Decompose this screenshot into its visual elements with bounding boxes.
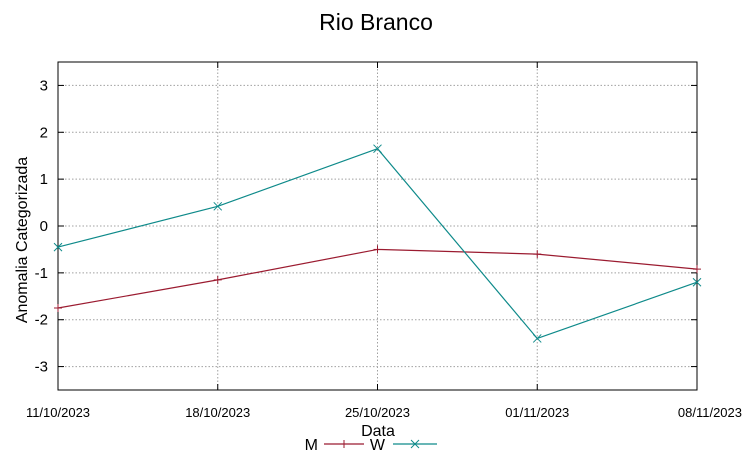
legend-entry-m: M (305, 437, 364, 454)
data-point (533, 250, 542, 259)
data-point (373, 245, 382, 254)
legend-label: M (305, 437, 318, 454)
legend-entry-w: W (370, 437, 437, 454)
series-layer (53, 144, 702, 343)
cross-marker (373, 144, 382, 154)
x-tick-label: 11/10/2023 (26, 405, 90, 420)
y-tick-label: -3 (35, 359, 48, 376)
grid-lines (58, 62, 697, 390)
y-tick-label: -1 (35, 265, 48, 282)
series-line-w (57, 147, 698, 340)
data-point (213, 275, 222, 284)
x-axis-label: Data (361, 423, 395, 440)
series-m (54, 245, 701, 312)
x-tick-label: 18/10/2023 (185, 405, 250, 420)
y-tick-label: 0 (40, 218, 48, 235)
cross-marker (410, 439, 420, 449)
x-axis-ticks: 11/10/2023 18/10/2023 25/10/2023 01/11/2023… (26, 62, 742, 420)
data-point (692, 277, 702, 287)
y-tick-label: 2 (40, 124, 48, 141)
cross-marker (532, 334, 542, 343)
y-tick-label: -2 (35, 312, 48, 329)
y-tick-label: 3 (40, 77, 48, 94)
cross-marker (53, 242, 63, 252)
legend-label: W (370, 437, 386, 454)
data-point (53, 242, 63, 252)
series-w (53, 144, 702, 343)
y-axis-ticks: -3 -2 -1 0 1 2 3 (35, 77, 697, 376)
chart-title: Rio Branco (319, 9, 433, 35)
x-tick-label: 08/11/2023 (678, 405, 742, 420)
y-axis-label: Anomalia Categorizada (14, 157, 31, 323)
y-tick-label: 1 (40, 171, 48, 188)
data-point (373, 144, 382, 154)
data-point (693, 265, 701, 274)
cross-marker (692, 277, 702, 287)
data-point (213, 201, 223, 211)
x-tick-label: 25/10/2023 (345, 405, 410, 420)
x-tick-label: 01/11/2023 (505, 405, 569, 420)
data-point (532, 334, 542, 343)
data-point (54, 304, 62, 312)
cross-marker (213, 201, 223, 211)
